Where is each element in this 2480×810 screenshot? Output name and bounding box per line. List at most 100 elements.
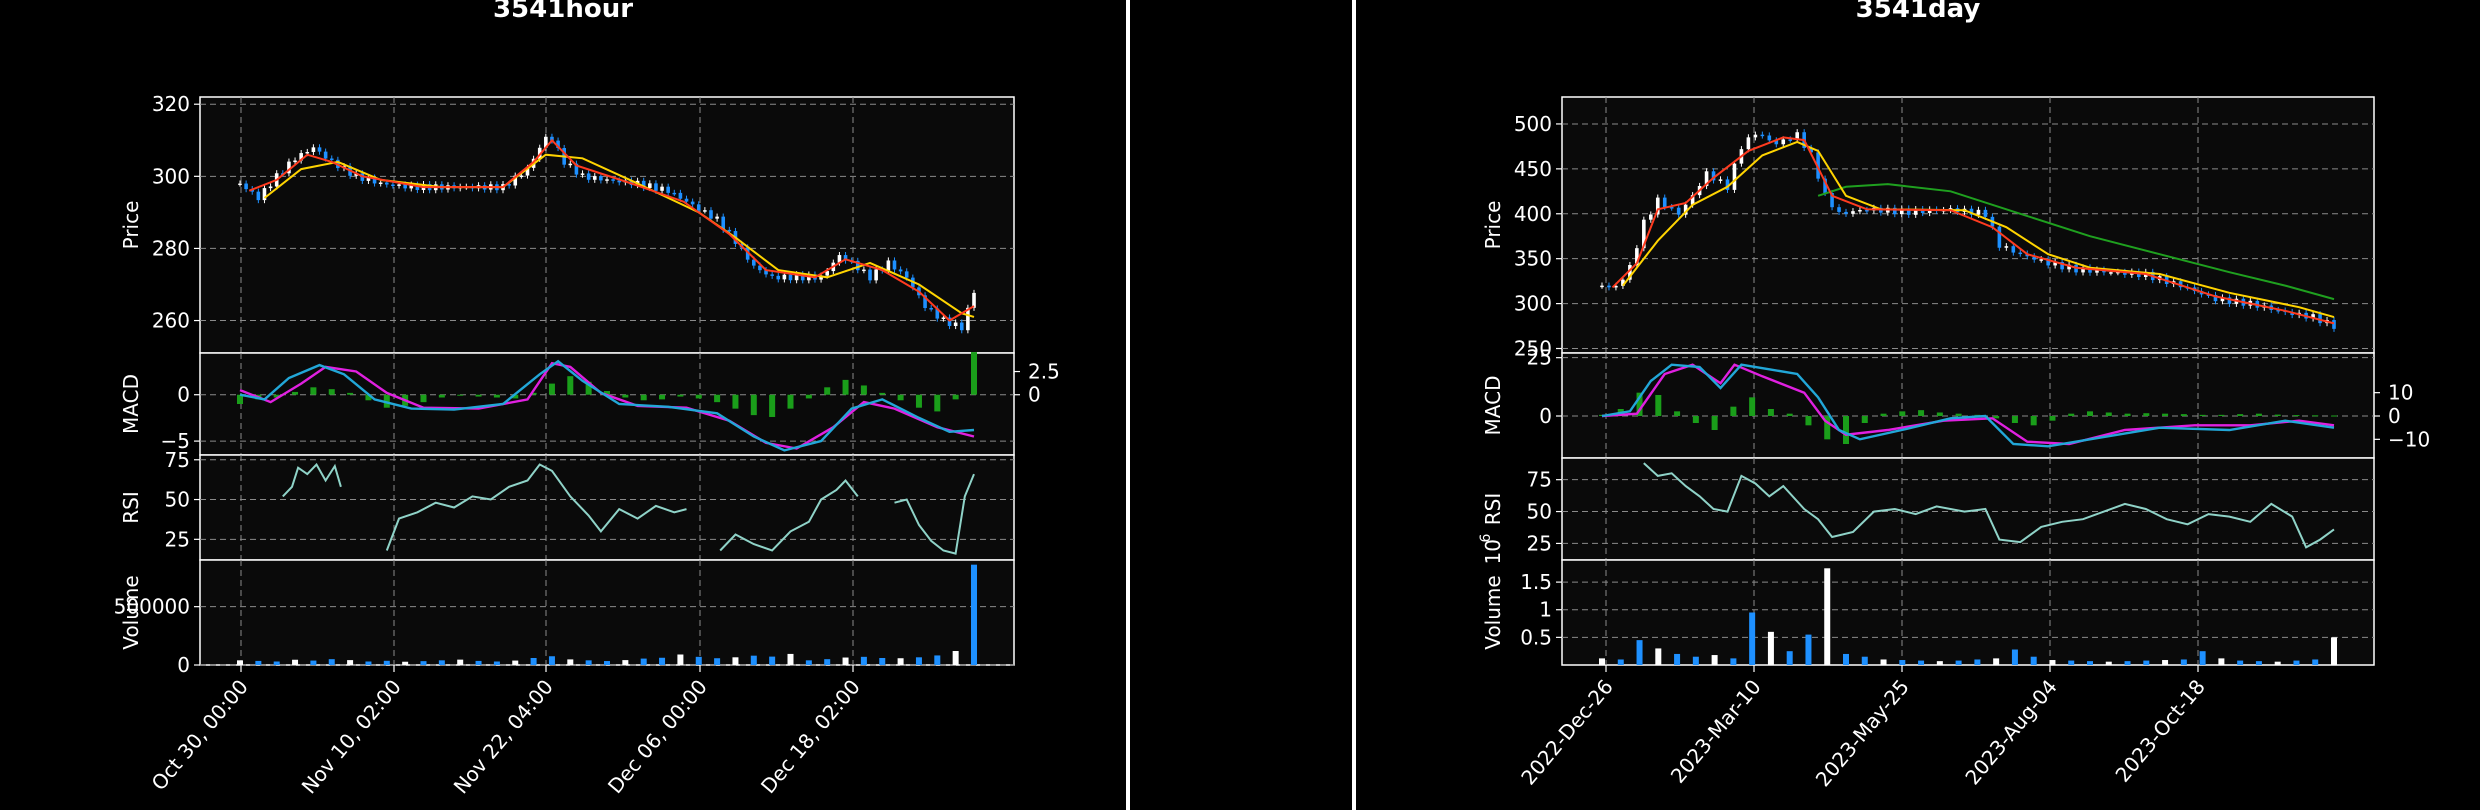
rsi-line [385,463,687,551]
macd-histogram-bar [1880,413,1887,416]
y-right-tick-label: 0 [2388,404,2401,428]
candle-body [1753,134,1758,138]
y-tick-label: 400 [1514,202,1552,226]
macd-histogram-bar [365,394,372,401]
x-tick-label: 2022-Dec-26 [1516,675,1618,790]
candle-body [2109,272,2113,274]
macd-histogram-bar [438,394,445,398]
candle-body [2039,259,2043,261]
macd-histogram-bar [2011,416,2018,423]
volume-bar [1899,660,1906,665]
x-tick-label: 2023-Oct-18 [2111,675,2210,787]
candle-body [507,184,511,186]
volume-bar [2293,660,2300,665]
candle-body [1844,211,1848,214]
y-axis-exponent: 10 [1481,539,1505,564]
candle-body [317,147,322,152]
macd-histogram-bar [292,391,299,395]
candle-body [1662,197,1667,208]
macd-histogram-bar [475,394,482,397]
macd-histogram-bar [328,389,335,395]
candle-body [2004,246,2009,248]
macd-histogram-bar [237,394,243,404]
volume-bar [585,660,592,665]
candle-body [1669,207,1674,209]
volume-panel-frame [1561,559,2375,666]
macd-histogram-bar [1786,413,1793,416]
volume-bar [2030,656,2037,665]
y-tick-label: 0 [1539,404,1552,428]
candle-body [1976,209,1981,215]
candle-body [1725,179,1730,190]
candle-body [800,274,805,281]
candle-body [648,183,652,188]
candle-body [2067,264,2071,270]
x-tick-label: 2023-Aug-04 [1960,675,2062,790]
volume-bar [952,651,959,665]
volume-bar [1749,612,1756,665]
candle-body [2018,252,2023,255]
macd-histogram-bar [1861,416,1868,423]
candle-body [238,183,242,186]
candle-body [1788,139,1793,141]
macd-histogram-bar [1955,413,1962,416]
candle-body [1732,163,1737,190]
macd-histogram-bar [530,392,537,395]
candle-body [1858,209,1862,212]
volume-bar [1711,655,1718,665]
y-tick-label: 280 [152,236,190,260]
candle-body [299,153,303,161]
macd-histogram-bar [824,387,831,395]
candle-body [354,173,359,176]
candle-body [1690,195,1695,205]
macd-histogram-bar [2274,414,2281,416]
rsi-line [282,462,342,498]
candle-body [2081,267,2085,273]
candle-body [654,183,658,191]
volume-bar [2087,661,2093,665]
y-tick-label: 0.5 [1520,625,1552,649]
macd-histogram-bar [787,394,794,409]
candle-body [843,255,848,261]
x-tick-label: Nov 10, 02:00 [297,675,406,799]
candle-body [715,216,719,219]
volume-bar [659,657,666,665]
volume-bar [824,659,831,665]
macd-histogram-bar [1767,409,1774,416]
macd-histogram-bar [2068,413,2075,416]
volume-bar [2180,659,2187,665]
candle-body [862,269,866,272]
y-tick-label: 75 [165,448,190,472]
candle-body [1983,209,1988,217]
daily-chart-svg: 250300350400450500Price025−10010MACD2550… [1478,96,2430,791]
candle-body [684,198,689,202]
macd-histogram-bar [2331,415,2337,417]
candle-body [1635,248,1639,266]
volume-bar [2105,661,2112,665]
volume-bar [2011,649,2018,665]
macd-histogram-bar [2030,416,2037,426]
macd-histogram-bar [2312,415,2319,417]
candle-body [2123,271,2127,275]
candle-body [1851,211,1855,214]
candle-body [672,192,677,195]
macd-histogram-bar [769,394,776,417]
y-axis-label: MACD [1481,376,1505,436]
candle-body [1718,179,1723,181]
candle-body [2227,297,2232,304]
candle-body [776,275,781,280]
candle-body [1683,204,1688,215]
volume-bar [769,656,776,665]
volume-bar [2218,658,2225,665]
moving-average-short-line [1611,136,2335,325]
candle-body [391,184,395,187]
macd-histogram-bar [860,385,867,395]
candle-body [690,201,695,205]
candle-body [1920,209,1925,214]
candle-body [1767,135,1772,141]
candle-body [1774,140,1779,145]
macd-histogram-bar [2124,413,2131,416]
macd-histogram-bar [897,394,904,401]
macd-histogram-bar [310,387,317,395]
candle-body [1607,285,1611,288]
